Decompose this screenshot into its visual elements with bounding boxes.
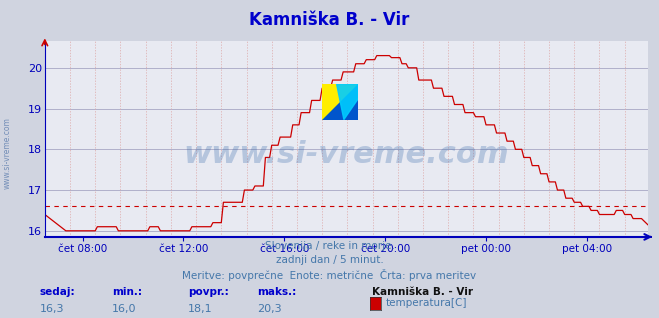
Text: 16,0: 16,0	[112, 304, 136, 314]
Text: www.si-vreme.com: www.si-vreme.com	[3, 117, 12, 189]
Text: 18,1: 18,1	[188, 304, 212, 314]
Text: maks.:: maks.:	[257, 287, 297, 297]
Text: Slovenija / reke in morje.: Slovenija / reke in morje.	[264, 241, 395, 251]
Text: temperatura[C]: temperatura[C]	[386, 298, 467, 308]
Text: Kamniška B. - Vir: Kamniška B. - Vir	[372, 287, 473, 297]
Polygon shape	[337, 84, 358, 120]
Text: zadnji dan / 5 minut.: zadnji dan / 5 minut.	[275, 255, 384, 265]
Text: min.:: min.:	[112, 287, 142, 297]
Text: Kamniška B. - Vir: Kamniška B. - Vir	[249, 11, 410, 29]
Text: sedaj:: sedaj:	[40, 287, 75, 297]
Text: 16,3: 16,3	[40, 304, 64, 314]
Text: povpr.:: povpr.:	[188, 287, 229, 297]
Text: www.si-vreme.com: www.si-vreme.com	[183, 140, 509, 169]
Text: Meritve: povprečne  Enote: metrične  Črta: prva meritev: Meritve: povprečne Enote: metrične Črta:…	[183, 269, 476, 281]
Polygon shape	[322, 84, 358, 120]
Polygon shape	[322, 84, 358, 120]
Text: 20,3: 20,3	[257, 304, 281, 314]
